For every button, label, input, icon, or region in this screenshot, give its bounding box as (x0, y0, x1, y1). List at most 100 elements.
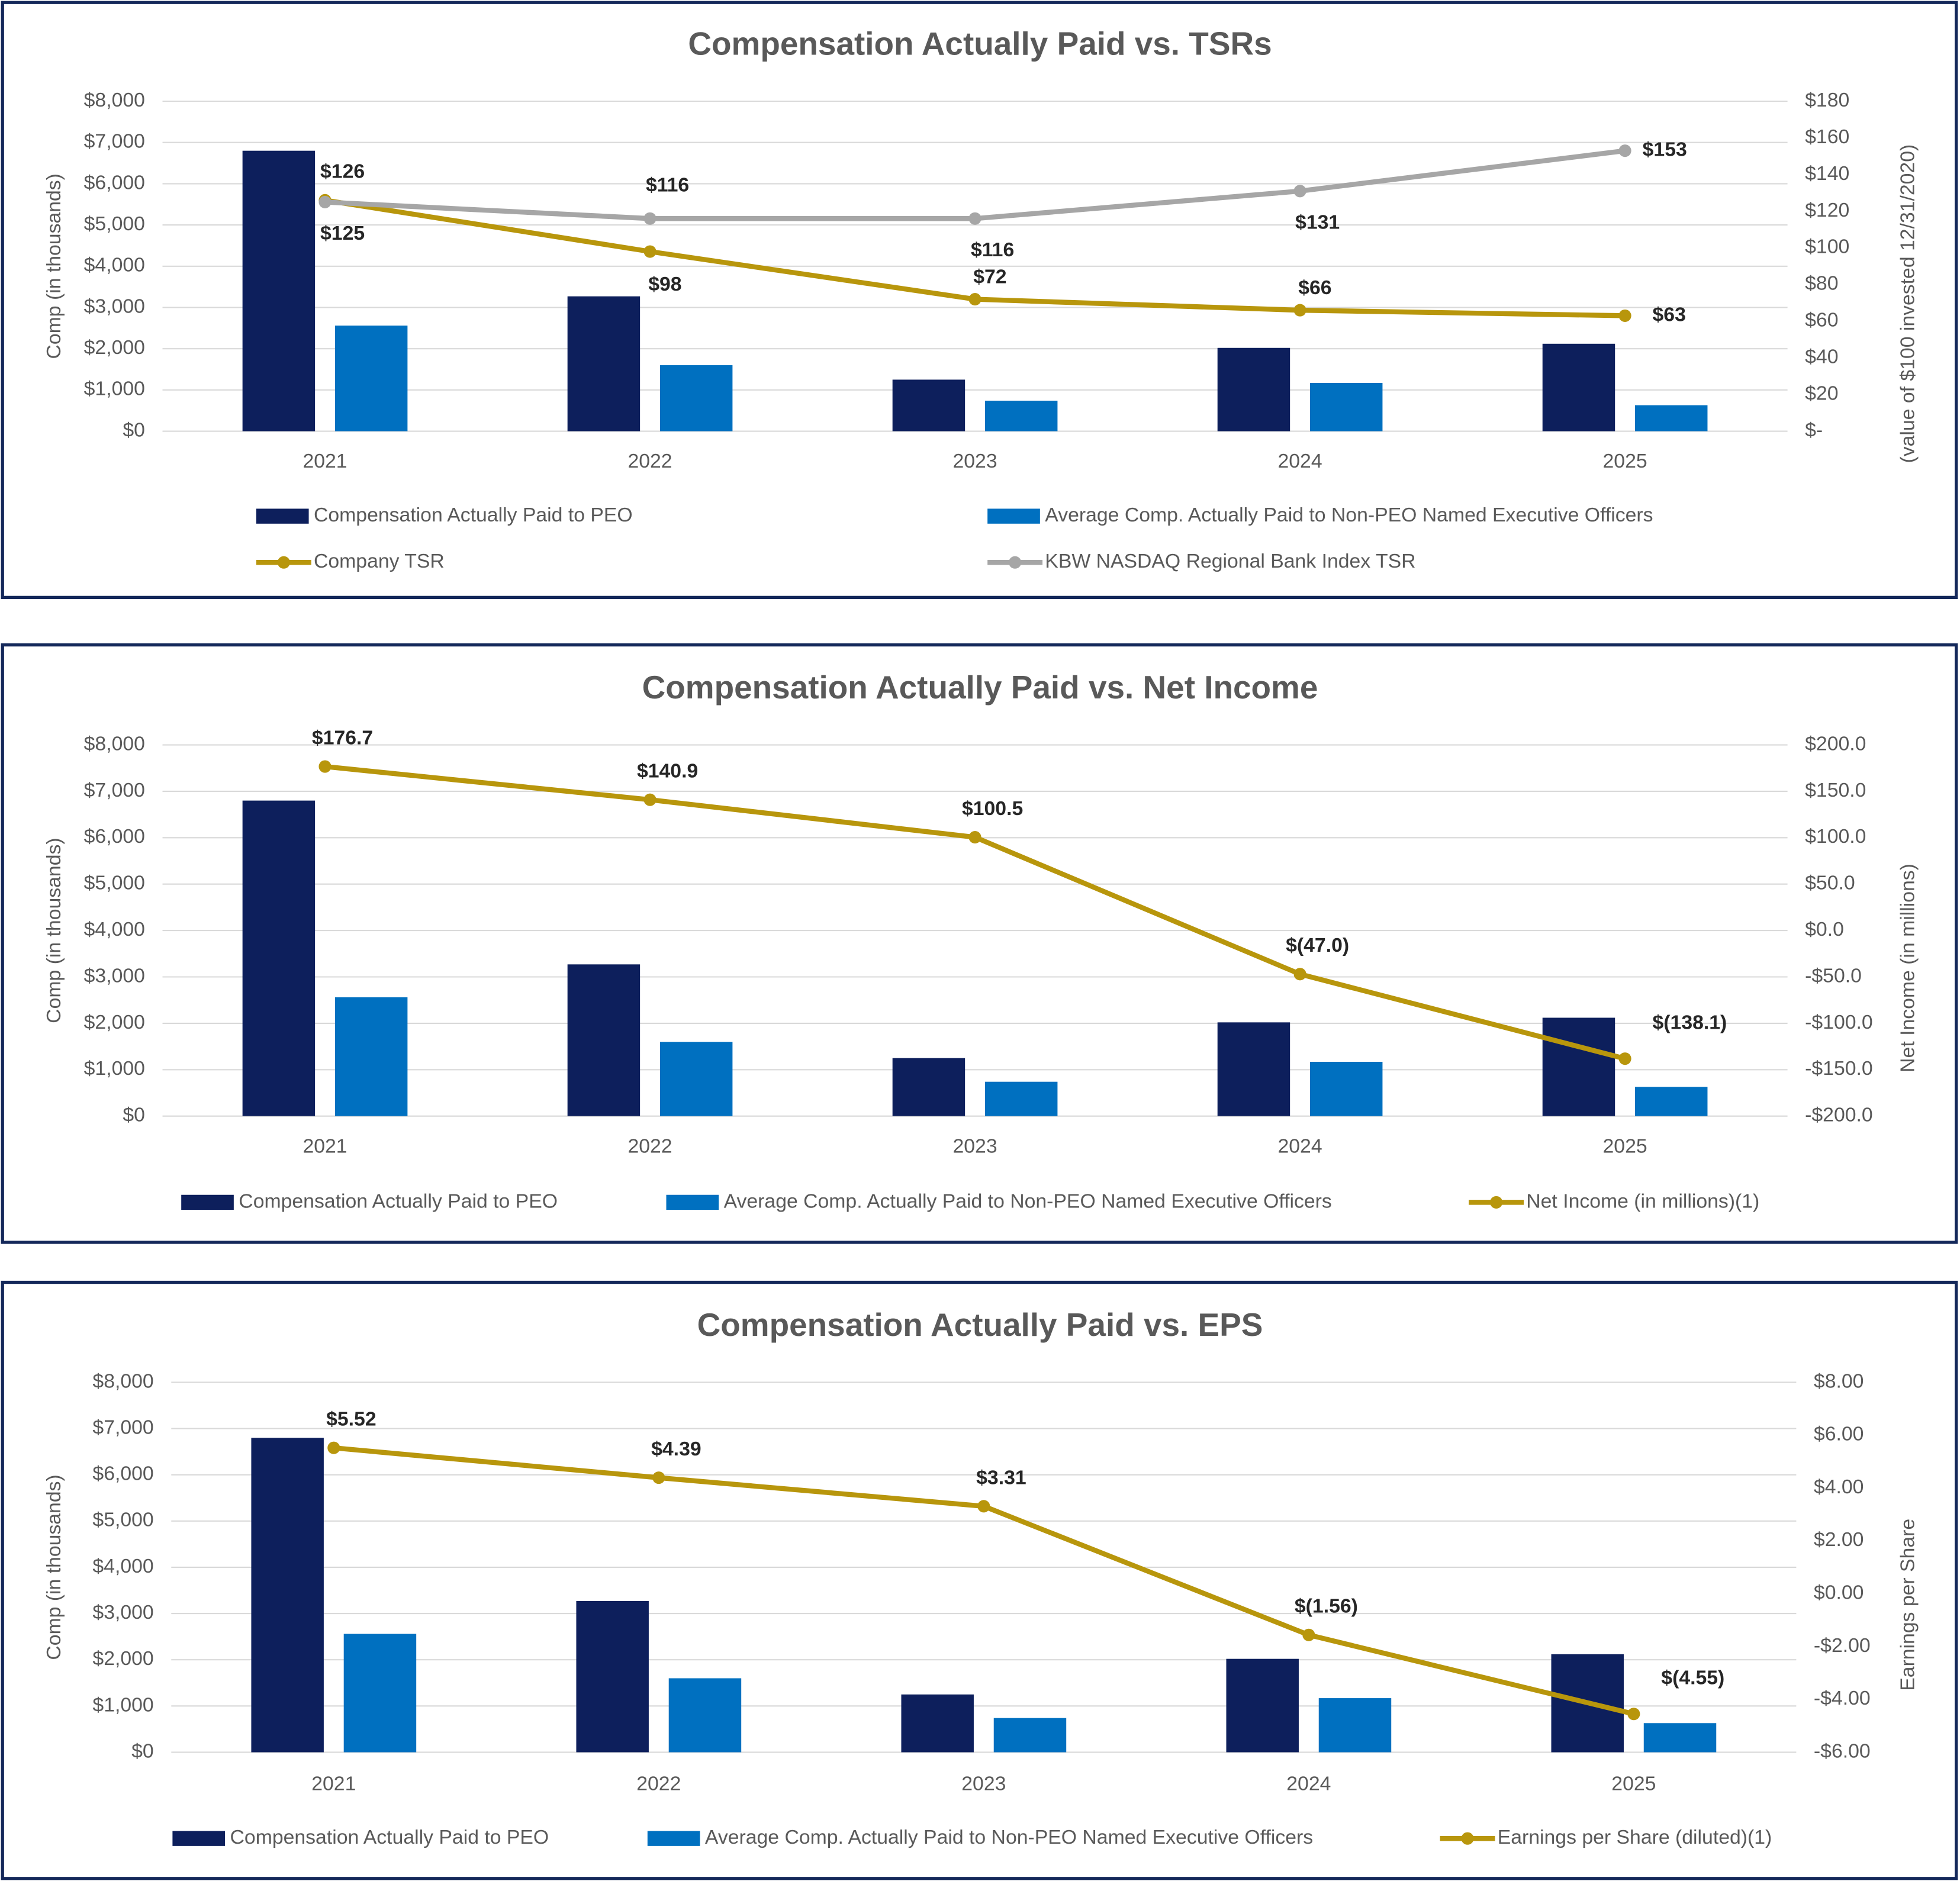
y2-axis-label: (value of $100 invested 12/31/2020) (1896, 144, 1919, 463)
y2-tick-label: $140 (1805, 162, 1849, 185)
y2-tick-label: -$150.0 (1805, 1057, 1873, 1080)
legend-label: Average Comp. Actually Paid to Non-PEO N… (1045, 504, 1653, 526)
legend-swatch (666, 1194, 719, 1210)
bar (343, 1634, 417, 1753)
data-label: $3.31 (976, 1466, 1026, 1489)
y-tick-label: $6,000 (84, 825, 145, 848)
y-tick-label: $0 (123, 418, 145, 441)
bar (242, 150, 316, 431)
y-tick-label: $1,000 (84, 1057, 145, 1080)
y-tick-label: $3,000 (92, 1601, 153, 1624)
y2-tick-label: $20 (1805, 382, 1838, 405)
y-tick-label: $2,000 (84, 1011, 145, 1033)
legend-swatch (1490, 1196, 1503, 1209)
y-tick-label: $1,000 (84, 378, 145, 400)
line-marker (1618, 309, 1631, 322)
line-marker (1293, 304, 1306, 317)
legend-label: Earnings per Share (diluted)(1) (1498, 1826, 1772, 1848)
bar (1309, 1061, 1383, 1116)
data-label: $116 (971, 239, 1014, 261)
data-label: $153 (1643, 139, 1687, 161)
y-tick-label: $8,000 (84, 732, 145, 755)
legend-label: Average Comp. Actually Paid to Non-PEO N… (705, 1826, 1313, 1848)
y2-tick-label: $120 (1805, 199, 1849, 221)
bar (1542, 1017, 1615, 1116)
x-tick-label: 2025 (1611, 1772, 1656, 1795)
x-tick-label: 2024 (1278, 450, 1322, 472)
bar (892, 1058, 965, 1116)
y-tick-label: $5,000 (84, 872, 145, 894)
x-tick-label: 2023 (952, 450, 997, 472)
y-tick-label: $7,000 (92, 1416, 153, 1439)
bar (901, 1694, 974, 1753)
line-marker (643, 212, 656, 225)
bar (1318, 1698, 1392, 1753)
chart-panel: Compensation Actually Paid vs. Net Incom… (1, 643, 1958, 1244)
y2-tick-label: $150.0 (1805, 779, 1866, 801)
data-label: $4.39 (651, 1438, 701, 1460)
y-tick-label: $2,000 (84, 336, 145, 359)
x-tick-label: 2021 (311, 1772, 356, 1795)
legend-swatch (256, 508, 309, 524)
y2-tick-label: $0.00 (1814, 1582, 1864, 1604)
data-label: $100.5 (962, 797, 1023, 820)
legend-swatch (1461, 1832, 1474, 1845)
line-marker (327, 1441, 340, 1454)
bar (984, 400, 1058, 431)
x-tick-label: 2025 (1603, 450, 1647, 472)
bar (567, 296, 641, 431)
legend-swatch (647, 1831, 700, 1846)
y-tick-label: $4,000 (84, 254, 145, 276)
y-tick-label: $3,000 (84, 964, 145, 987)
panel-border (1, 1, 1958, 600)
y2-tick-label: -$2.00 (1814, 1634, 1871, 1657)
y2-tick-label: -$50.0 (1805, 964, 1862, 987)
y-axis-label: Comp (in thousands) (43, 838, 65, 1023)
y2-tick-label: $- (1805, 418, 1823, 441)
y2-tick-label: -$6.00 (1814, 1740, 1871, 1762)
bar (984, 1081, 1058, 1116)
bar (576, 1601, 649, 1753)
line-marker (318, 195, 332, 208)
panel-border (1, 1280, 1958, 1880)
y-tick-label: $1,000 (92, 1693, 153, 1716)
bar (659, 365, 733, 431)
y2-axis-label: Net Income (in millions) (1896, 864, 1919, 1072)
y2-tick-label: $200.0 (1805, 732, 1866, 755)
x-tick-label: 2023 (952, 1135, 997, 1157)
line-marker (318, 760, 332, 773)
line-marker (968, 292, 981, 306)
chart-panel: Compensation Actually Paid vs. TSRs $0 $1,… (1, 1, 1958, 600)
legend-swatch (181, 1194, 234, 1210)
line-marker (643, 245, 656, 258)
data-label: $(1.56) (1295, 1595, 1358, 1618)
y2-tick-label: $0.0 (1805, 918, 1844, 940)
chart-title: Compensation Actually Paid vs. TSRs (688, 25, 1272, 62)
bar (251, 1438, 324, 1753)
y-axis-label: Comp (in thousands) (43, 173, 65, 359)
y2-tick-label: $160 (1805, 125, 1849, 148)
data-label: $66 (1298, 276, 1331, 299)
y2-tick-label: $100 (1805, 236, 1849, 258)
y-tick-label: $5,000 (84, 212, 145, 235)
y2-tick-label: $100.0 (1805, 825, 1866, 848)
legend-label: Compensation Actually Paid to PEO (239, 1190, 558, 1212)
bar (1217, 1022, 1290, 1116)
bar (567, 964, 641, 1116)
line-marker (968, 212, 981, 225)
line-marker (1302, 1628, 1315, 1641)
x-tick-label: 2021 (302, 450, 347, 472)
x-tick-label: 2024 (1278, 1135, 1322, 1157)
bar (892, 379, 965, 431)
bar (1542, 343, 1615, 431)
legend-label: Company TSR (314, 550, 445, 572)
y-tick-label: $0 (131, 1740, 154, 1762)
chart-title: Compensation Actually Paid vs. Net Incom… (642, 669, 1318, 706)
y2-tick-label: $2.00 (1814, 1528, 1864, 1551)
y-tick-label: $7,000 (84, 779, 145, 801)
y-tick-label: $0 (123, 1104, 145, 1126)
y-tick-label: $2,000 (92, 1647, 153, 1670)
bar (1309, 382, 1383, 431)
y-tick-label: $4,000 (92, 1555, 153, 1577)
